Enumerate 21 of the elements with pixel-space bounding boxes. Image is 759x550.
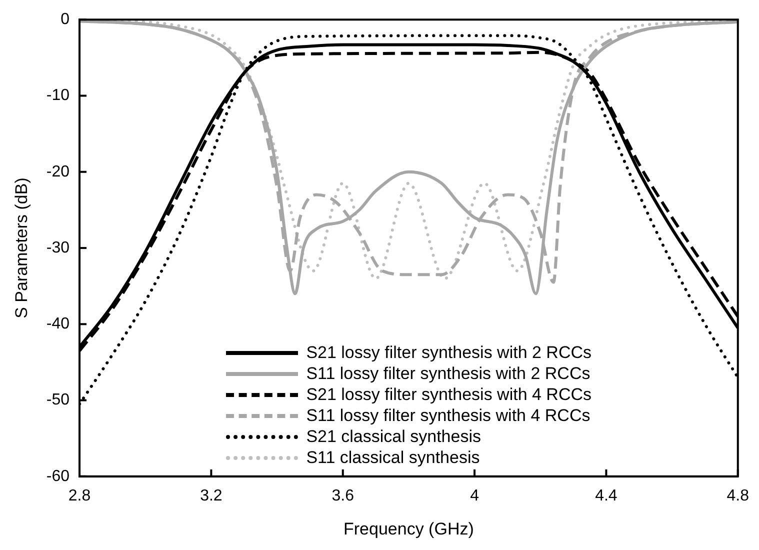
legend-label: S21 classical synthesis <box>306 426 481 447</box>
x-tick-label: 3.6 <box>332 487 354 504</box>
y-axis-title: S Parameters (dB) <box>12 178 31 318</box>
y-tick-label: -50 <box>46 392 70 409</box>
x-tick-label: 3.2 <box>200 487 222 504</box>
legend-label: S21 lossy filter synthesis with 4 RCCs <box>306 384 592 405</box>
legend-label: S11 lossy filter synthesis with 2 RCCs <box>306 364 590 384</box>
y-tick-label: -30 <box>46 239 70 256</box>
x-tick-label: 2.8 <box>68 487 91 504</box>
x-tick-label: 4.8 <box>726 487 750 504</box>
y-tick-label: 0 <box>60 11 70 28</box>
y-tick-label: -40 <box>46 316 70 333</box>
legend-label: S11 lossy filter synthesis with 4 RCCs <box>306 406 590 426</box>
x-tick-label: 4.4 <box>595 487 618 504</box>
y-tick-label: -60 <box>46 468 70 485</box>
x-axis-title: Frequency (GHz) <box>344 519 474 538</box>
y-tick-label: -10 <box>46 87 70 104</box>
legend-label: S21 lossy filter synthesis with 2 RCCs <box>306 342 592 363</box>
x-tick-label: 4 <box>470 487 480 504</box>
legend-label: S11 classical synthesis <box>306 448 480 468</box>
y-tick-label: -20 <box>46 163 70 180</box>
